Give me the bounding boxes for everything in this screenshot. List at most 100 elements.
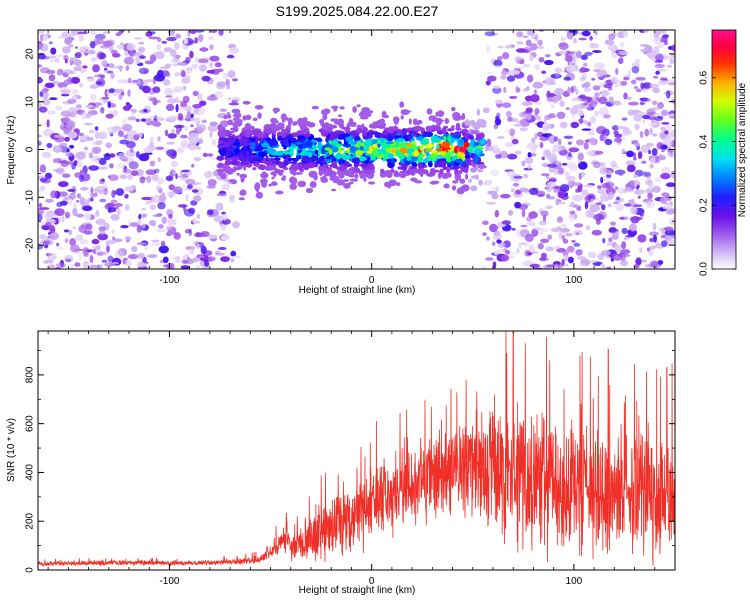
spectrogram-cell: [537, 131, 544, 137]
spectrogram-cell: [268, 157, 275, 162]
spectrogram-cell: [619, 41, 625, 48]
spectrogram-cell: [500, 193, 511, 199]
spectrogram-cell: [38, 220, 47, 227]
spectrogram-cell: [667, 208, 675, 214]
spectrogram-cell: [141, 207, 147, 211]
spectrogram-cell: [176, 147, 185, 154]
spectrogram-cell: [220, 234, 229, 241]
spectrogram-cell: [190, 124, 194, 128]
spectrogram-cell: [350, 141, 358, 145]
spectrogram-cell: [522, 190, 530, 195]
spectrogram-cell: [493, 251, 500, 255]
spectrogram-cell: [328, 139, 336, 145]
spectrogram-cell: [367, 174, 374, 179]
spectrogram-cell: [194, 30, 205, 33]
spectrogram-cell: [538, 57, 545, 63]
spectrogram-cell: [76, 193, 81, 199]
spectrogram-cell: [544, 54, 551, 58]
spectrogram-cell: [229, 160, 239, 166]
spectrogram-cell: [209, 131, 213, 138]
spectrogram-cell: [67, 98, 77, 104]
spectrogram-cell: [162, 79, 171, 86]
spectrogram-cell: [502, 102, 512, 108]
spectrogram-cell: [163, 264, 172, 268]
spectrogram-cell: [639, 102, 646, 105]
spectrogram-cell: [350, 145, 355, 152]
spectrogram-cell: [626, 164, 636, 173]
spectrogram-cell: [143, 108, 148, 113]
spectrogram-cell: [38, 187, 46, 193]
spectrogram-y-tick-label: 10: [25, 96, 36, 108]
spectrogram-cell: [168, 116, 179, 121]
spectrogram-cell: [652, 222, 657, 231]
spectrogram-cell: [526, 251, 533, 256]
spectrogram-cell: [512, 182, 520, 187]
spectrogram-cell: [524, 156, 534, 165]
spectrogram-cell: [177, 113, 184, 121]
spectrogram-cell: [650, 107, 661, 111]
spectrogram-cell: [631, 66, 640, 74]
spectrogram-cell: [53, 231, 58, 238]
spectrogram-cell: [190, 117, 201, 123]
spectrogram-cell: [42, 33, 48, 41]
spectrogram-cell: [98, 52, 107, 60]
spectrogram-cell: [308, 170, 318, 178]
spectrogram-cell: [616, 196, 620, 201]
spectrogram-cell: [104, 67, 108, 71]
spectrogram-cell: [128, 51, 135, 58]
spectrogram-cell: [478, 179, 483, 186]
spectrogram-cell: [641, 259, 647, 263]
spectrogram-cell: [223, 141, 231, 148]
spectrogram-cell: [272, 129, 277, 135]
spectrogram-cell: [522, 35, 529, 39]
spectrogram-cell: [283, 146, 287, 150]
spectrogram-cell: [124, 186, 134, 192]
spectrogram-cell: [271, 136, 276, 143]
spectrogram-cell: [592, 50, 602, 53]
spectrogram-cell: [339, 123, 345, 129]
spectrogram-cell: [479, 153, 485, 157]
spectrogram-cell: [208, 35, 214, 41]
spectrogram-cell: [647, 116, 657, 121]
chart-title: S199.2025.084.22.00.E27: [276, 3, 439, 19]
spectrogram-cell: [42, 240, 50, 245]
spectrogram-cell: [207, 179, 217, 186]
spectrogram-cell: [275, 151, 284, 156]
spectrogram-cell: [55, 105, 63, 112]
spectrogram-cell: [468, 178, 472, 183]
spectrogram-x-tick-label: 100: [566, 275, 583, 286]
spectrogram-cell: [338, 172, 345, 179]
spectrogram-cell: [470, 130, 479, 135]
spectrogram-cell: [166, 225, 173, 231]
spectrogram-cell: [70, 76, 81, 84]
spectrogram-cell: [156, 43, 162, 51]
spectrogram-cell: [594, 150, 604, 155]
spectrogram-cell: [318, 150, 322, 155]
spectrogram-cell: [468, 134, 474, 140]
spectrogram-cell: [114, 250, 125, 259]
spectrogram-cell: [623, 76, 630, 81]
spectrogram-cell: [526, 142, 538, 150]
colorbar: 0.0 0.2 0.4 0.6 Normalized spectral amplitu…: [699, 29, 748, 276]
spectrogram-cell: [311, 144, 316, 150]
snr-x-tick-label: 100: [566, 576, 583, 587]
spectrogram-cell: [579, 76, 586, 82]
spectrogram-cell: [560, 36, 566, 42]
spectrogram-cell: [396, 182, 401, 187]
spectrogram-cell: [554, 72, 560, 78]
spectrogram-cell: [45, 198, 54, 203]
spectrogram-cell: [204, 170, 213, 179]
spectrogram-cell: [523, 173, 529, 179]
spectrogram-cell: [277, 122, 285, 128]
spectrogram-cell: [324, 147, 331, 151]
spectrogram-cell: [594, 110, 600, 117]
spectrogram-cell: [226, 85, 231, 90]
spectrogram-cell: [127, 104, 133, 108]
spectrogram-cell: [132, 79, 138, 83]
spectrogram-cell: [363, 177, 367, 182]
spectrogram-cell: [40, 67, 50, 74]
spectrogram-cell: [337, 147, 342, 153]
spectrogram-cell: [88, 165, 99, 171]
spectrogram-cell: [620, 80, 628, 86]
